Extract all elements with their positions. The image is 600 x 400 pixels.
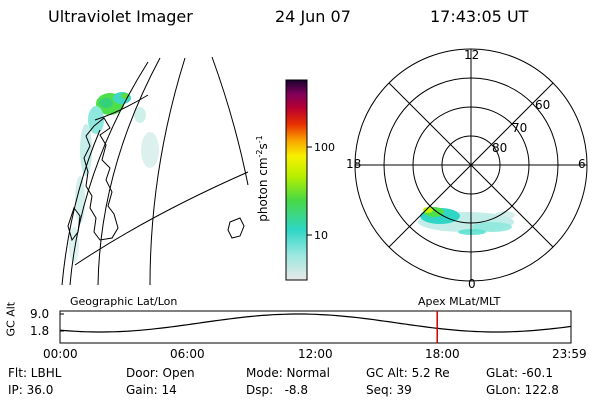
date-label: 24 Jun 07 xyxy=(275,7,351,26)
altitude-timeline xyxy=(59,310,572,344)
info-glat: GLat: -60.1 xyxy=(486,366,553,380)
right-panel-caption: Apex MLat/MLT xyxy=(418,295,501,308)
info-gc-alt: GC Alt: 5.2 Re xyxy=(366,366,450,380)
timeline-ytick-1-8: 1.8 xyxy=(30,324,50,338)
timeline-xtick-0000: 00:00 xyxy=(43,347,78,361)
mlt-label-6: 6 xyxy=(578,157,586,171)
timeline-xtick-1800: 18:00 xyxy=(425,347,460,361)
info-door: Door: Open xyxy=(126,366,195,380)
colorbar xyxy=(285,79,312,281)
mlt-label-0: 0 xyxy=(468,277,476,291)
mlat-label-80: 80 xyxy=(492,141,508,155)
geographic-map xyxy=(61,56,249,286)
time-label: 17:43:05 UT xyxy=(430,7,529,26)
left-panel-caption: Geographic Lat/Lon xyxy=(70,295,178,308)
info-ip: IP: 36.0 xyxy=(8,383,54,397)
colorbar-tick-100: 100 xyxy=(314,141,335,154)
timeline-ytick-9: 9.0 xyxy=(30,307,50,321)
latitude-lines xyxy=(74,94,249,266)
timeline-xtick-0600: 06:00 xyxy=(170,347,205,361)
info-glon: GLon: 122.8 xyxy=(486,383,559,397)
colorbar-tick-10: 10 xyxy=(314,229,328,242)
info-seq: Seq: 39 xyxy=(366,383,412,397)
mlt-label-18: 18 xyxy=(346,157,362,171)
info-filter: Flt: LBHL xyxy=(8,366,62,380)
instrument-title: Ultraviolet Imager xyxy=(48,7,193,26)
info-mode: Mode: Normal xyxy=(246,366,330,380)
aurora-emission-polar xyxy=(418,207,515,235)
coastline xyxy=(67,117,119,242)
info-gain: Gain: 14 xyxy=(126,383,177,397)
timeline-xtick-1200: 12:00 xyxy=(298,347,333,361)
info-dsp: Dsp: -8.8 xyxy=(246,383,309,397)
colorbar-label: photon cm-2s-1 xyxy=(254,135,270,222)
meridian-lines xyxy=(61,56,249,286)
aurora-emission-geo xyxy=(69,92,159,263)
mlat-label-60: 60 xyxy=(535,98,551,112)
mlt-label-12: 12 xyxy=(464,48,480,62)
island-coastline xyxy=(227,217,245,239)
timeline-xtick-2359: 23:59 xyxy=(552,347,587,361)
polar-plot xyxy=(354,48,588,282)
timeline-ylabel: GC Alt xyxy=(4,301,18,337)
mlat-label-70: 70 xyxy=(512,121,528,135)
altitude-curve xyxy=(59,313,572,333)
